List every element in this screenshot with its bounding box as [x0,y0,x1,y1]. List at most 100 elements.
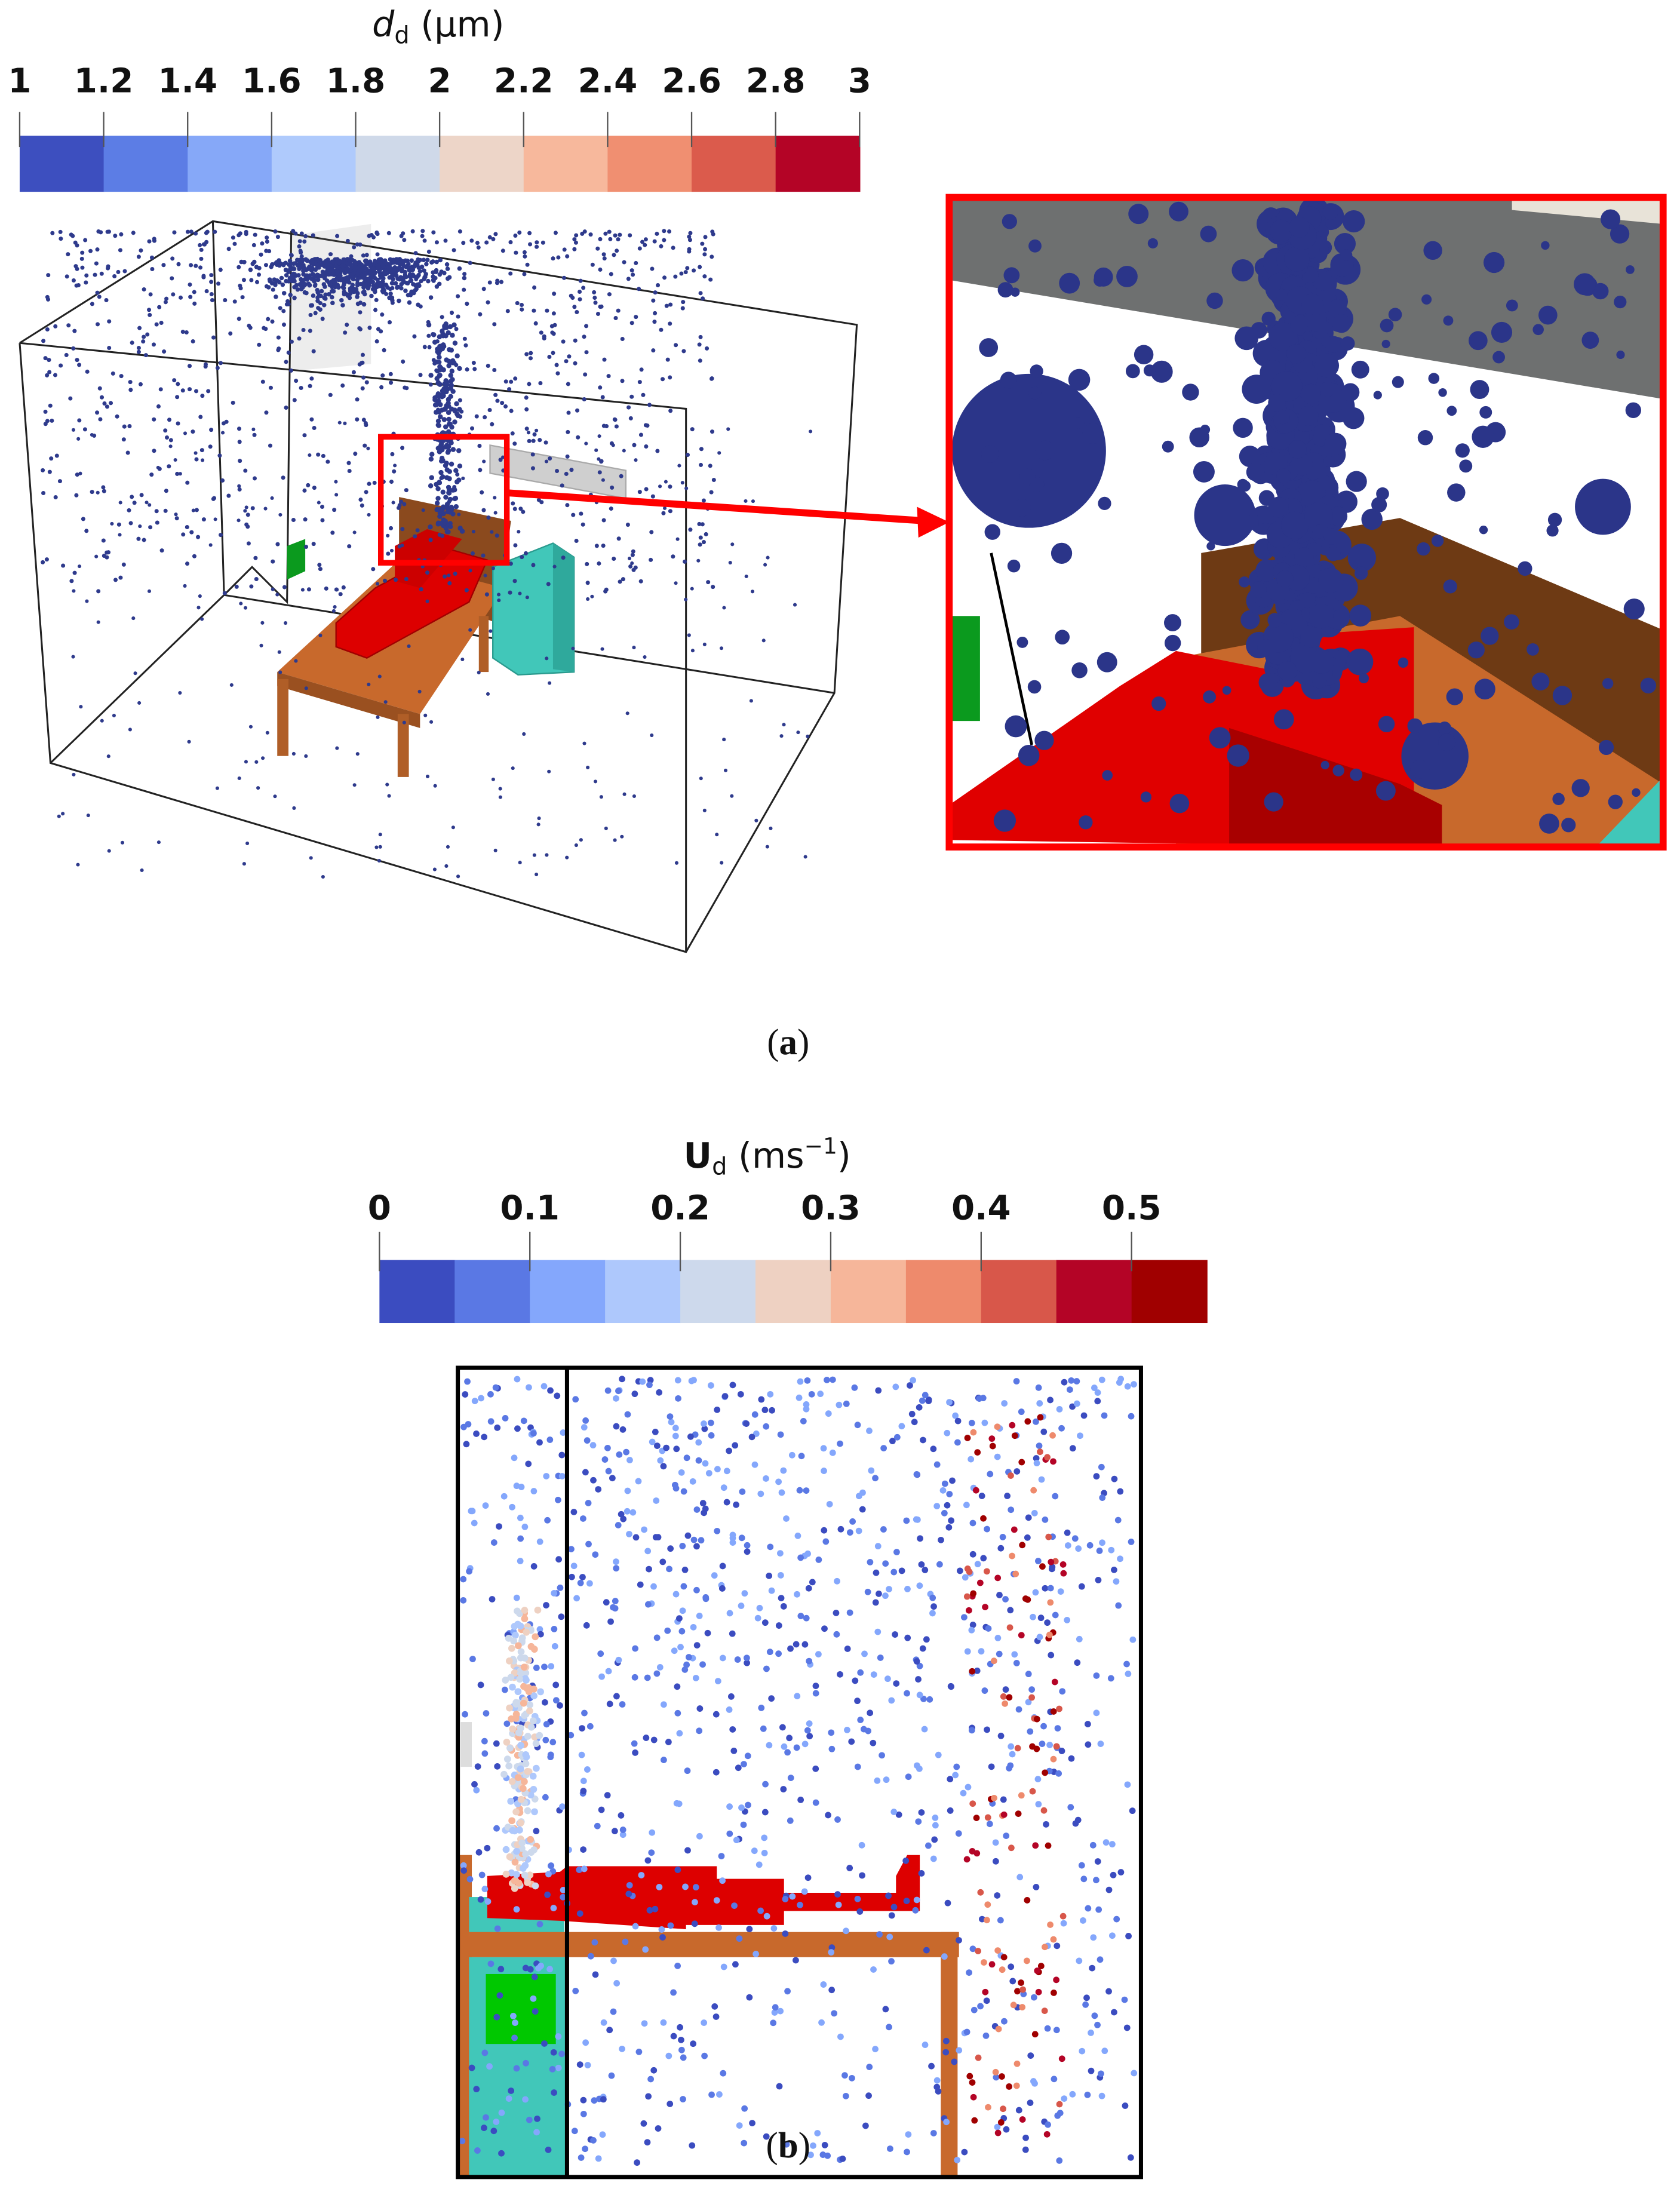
particle [311,542,316,547]
particle [698,1537,705,1544]
tick-label: 1.2 [74,62,134,101]
particle [804,1727,811,1734]
particle [560,1893,567,1901]
particle [828,1949,835,1956]
particle [421,508,425,512]
particle [854,1895,861,1902]
particle [679,1607,686,1614]
particle [72,329,77,333]
particle [133,671,137,676]
particle [1349,604,1372,627]
particle [603,231,608,236]
particle [1094,1858,1101,1865]
particle [941,1953,948,1960]
particle [994,1892,1001,1899]
particle [454,479,460,485]
particle [461,476,465,480]
particle [442,271,447,275]
particle [1257,638,1274,656]
particle [852,1677,859,1684]
particle [953,1763,960,1770]
particle [277,258,281,263]
particle [116,269,121,274]
particle [771,2009,778,2016]
particle [1044,1454,1051,1461]
particle [100,719,104,723]
particle [492,367,497,373]
particle [95,322,100,327]
particle [696,1727,703,1735]
particle [498,795,502,799]
particle [1016,636,1028,648]
particle [379,284,384,289]
particle [707,1382,714,1389]
particle [1547,512,1562,527]
particle [1111,1566,1117,1573]
particle [412,334,417,339]
particle [274,294,278,299]
particle [443,424,449,429]
particle [613,1423,620,1430]
particle [116,522,121,527]
particle [495,278,500,283]
particle [273,229,278,234]
particle [366,285,371,290]
particle [760,1725,767,1732]
particle [459,529,465,534]
particle [981,1959,987,1966]
particle [527,231,532,235]
particle [188,283,192,287]
particle [346,461,351,465]
table-leg [941,1932,958,2177]
particle [828,1944,836,1951]
particle [1381,339,1390,348]
particle [435,391,441,397]
particle [561,555,566,560]
particle [846,1609,853,1616]
particle [542,1699,548,1706]
particle [1073,417,1085,429]
particle [606,1700,613,1708]
particle [471,1519,478,1527]
particle [834,1577,840,1585]
particle [751,1411,758,1418]
particle [932,1822,939,1829]
particle [1438,388,1447,397]
particle [598,267,603,272]
particle [401,231,406,236]
particle [414,284,419,288]
particle [454,353,460,359]
particle [404,265,409,269]
particle [438,469,444,475]
particle [1532,324,1544,336]
particle [1506,299,1518,312]
particle [1013,2060,1021,2067]
particle [512,506,517,511]
particle [163,300,168,305]
particle [1035,1801,1042,1808]
particle [180,330,185,334]
particle [631,549,635,554]
particle [1200,425,1211,435]
particle [611,443,615,447]
particle [201,274,206,278]
particle [523,254,527,259]
particle [457,266,462,271]
particle [616,536,621,541]
particle [848,1738,855,1745]
particle [604,1387,612,1394]
particle [517,1622,524,1630]
title-exponent: −1 [804,1132,837,1159]
particle [390,300,395,305]
particle [414,277,419,281]
particle [275,593,280,597]
particle [281,309,286,314]
particle [450,333,455,338]
particle [278,512,282,517]
particle [501,1686,508,1693]
particle [954,1439,961,1446]
particle [1059,272,1080,294]
particle [674,1377,681,1384]
particle [677,2024,683,2031]
particle [1053,2027,1060,2034]
